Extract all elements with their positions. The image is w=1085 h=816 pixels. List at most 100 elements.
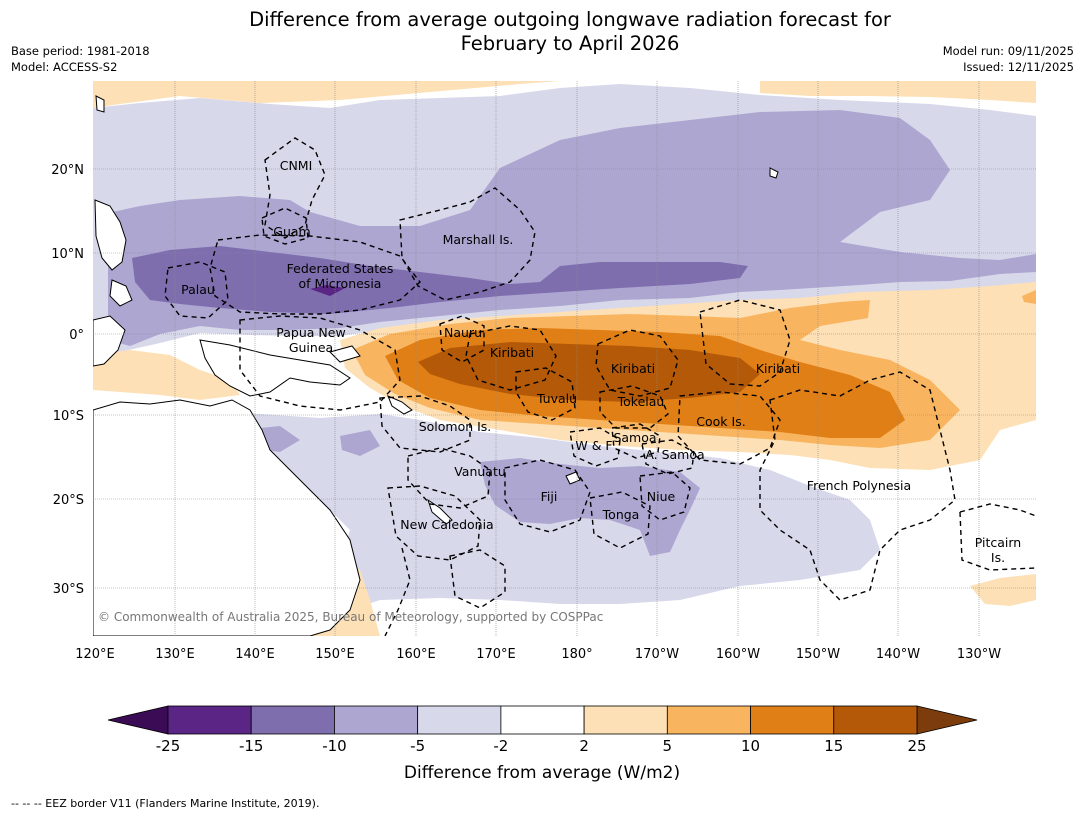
anomaly-2-5-west-equator <box>93 350 240 400</box>
eez-wf <box>569 427 621 467</box>
eez-kiribati-c <box>595 329 679 397</box>
lon-label-9: 150°W <box>796 647 840 662</box>
label-pitcairn-1: Pitcairn <box>975 535 1021 550</box>
label-png-2: Guinea <box>289 340 333 355</box>
lon-label-0: 120°E <box>75 647 115 662</box>
lat-label-3: 10°S <box>53 409 84 424</box>
lon-label-4: 160°E <box>396 647 436 662</box>
colorbar-segment <box>334 705 419 735</box>
anomaly-15-25-equatorial <box>418 342 760 402</box>
land-new-guinea <box>199 339 351 397</box>
land-taiwan <box>95 95 105 113</box>
colorbar-segment <box>750 705 835 735</box>
lon-label-6: 180° <box>561 647 592 662</box>
lon-label-10: 140°W <box>876 647 920 662</box>
label-newcal: New Caledonia <box>400 517 493 532</box>
colorbar-tick-label: -15 <box>239 737 264 755</box>
colorbar-over-arrow <box>916 705 978 735</box>
eez-tuvalu <box>515 367 576 421</box>
eez-newcal <box>387 485 481 561</box>
colorbar-tick-label: -5 <box>410 737 425 755</box>
colorbar: -25 -15 -10 -5 -2 2 5 10 15 25 Difference from av… <box>107 705 978 783</box>
eez-tonga <box>589 491 651 549</box>
label-palau: Palau <box>181 282 215 297</box>
land-new-britain <box>329 345 361 363</box>
eez-samoa <box>611 423 661 459</box>
lat-label-0: 20°N <box>51 163 84 178</box>
map-panel: © Commonwealth of Australia 2025, Bureau… <box>93 81 1036 636</box>
colorbar-segment <box>833 705 918 735</box>
colorbar-tick-label: -25 <box>156 737 181 755</box>
label-marshall: Marshall Is. <box>443 232 514 247</box>
label-tuvalu: Tuvalu <box>536 391 577 406</box>
label-fsm-1: Federated States <box>287 261 394 276</box>
anomaly-neg-2-5-south <box>100 410 880 610</box>
colorbar-tick-label: 2 <box>579 737 589 755</box>
land-fiji <box>565 471 581 485</box>
colorbar-segment <box>250 705 335 735</box>
land-solomons <box>387 395 413 415</box>
land-hawaii <box>769 167 779 179</box>
title-line-1: Difference from average outgoing longwav… <box>249 8 891 31</box>
lon-axis-labels: 120°E 130°E 140°E 150°E 160°E 170°E 180°… <box>75 647 1001 662</box>
eez-pitcairn <box>959 503 1036 571</box>
land-new-caledonia <box>427 498 453 525</box>
eez-niue <box>639 471 691 521</box>
label-pitcairn-2: Is. <box>991 550 1005 565</box>
label-kiribati-w: Kiribati <box>490 345 534 360</box>
label-png-1: Papua New <box>276 325 345 340</box>
eez-tokelau <box>599 385 669 429</box>
label-tokelau: Tokelau <box>617 394 665 409</box>
base-period: Base period: 1981-2018 <box>11 44 150 58</box>
colorbar-under-arrow <box>107 705 169 735</box>
label-wf: W & F <box>575 438 612 453</box>
lon-label-8: 160°W <box>716 647 760 662</box>
label-cook: Cook Is. <box>696 414 745 429</box>
anomaly-2-5-east-patch <box>1022 290 1036 304</box>
label-samoa: Samoa <box>613 430 656 445</box>
label-niue: Niue <box>647 489 676 504</box>
eez-asamoa <box>641 439 695 475</box>
label-kiribati-c: Kiribati <box>611 361 655 376</box>
eez-fiji <box>504 459 591 533</box>
label-tonga: Tonga <box>602 507 640 522</box>
lon-label-11: 130°W <box>957 647 1001 662</box>
colorbar-tick-label: 10 <box>741 737 760 755</box>
anomaly-neg-10-15-north <box>132 246 748 314</box>
label-kiribati-e: Kiribati <box>756 361 800 376</box>
eez-norfolk <box>449 549 506 609</box>
issued-date: Issued: 12/11/2025 <box>963 60 1074 74</box>
label-fiji: Fiji <box>541 489 558 504</box>
lon-label-7: 170°W <box>635 647 679 662</box>
label-asamoa: A. Samoa <box>645 447 704 462</box>
eez-marshall <box>399 187 536 301</box>
label-fsm-2: of Micronesia <box>299 276 382 291</box>
map-title: Difference from average outgoing longwav… <box>0 8 1085 56</box>
meta-left: Base period: 1981-2018 Model: ACCESS-S2 <box>11 43 150 75</box>
label-nauru: Nauru <box>444 325 482 340</box>
eez-borders <box>164 137 1036 636</box>
land-philippines-south <box>109 279 133 307</box>
anomaly-2-5-south-east <box>970 574 1036 606</box>
colorbar-segment <box>500 705 585 735</box>
eez-nauru <box>439 315 485 363</box>
eez-fsm <box>209 234 421 315</box>
land-philippines <box>94 199 127 271</box>
colorbar-segment <box>167 705 252 735</box>
lat-label-5: 30°S <box>53 582 84 597</box>
label-cnmi: CNMI <box>280 158 313 173</box>
colorbar-segment <box>417 705 502 735</box>
anomaly-neg-5-10-south-b <box>340 430 380 456</box>
copyright-text: © Commonwealth of Australia 2025, Bureau… <box>98 610 603 624</box>
anomaly-2-5-north <box>93 81 560 108</box>
colorbar-segment <box>666 705 751 735</box>
lon-label-1: 130°E <box>155 647 195 662</box>
land-masses <box>93 95 779 636</box>
lon-label-3: 150°E <box>315 647 355 662</box>
region-labels: CNMI Guam Marshall Is. Federated States … <box>181 158 1021 565</box>
label-solomon: Solomon Is. <box>419 419 492 434</box>
colorbar-tick-label: 25 <box>907 737 926 755</box>
eez-kiribati-e <box>699 299 791 387</box>
land-borneo-celebes <box>93 315 126 367</box>
title-line-2: February to April 2026 <box>460 32 680 55</box>
